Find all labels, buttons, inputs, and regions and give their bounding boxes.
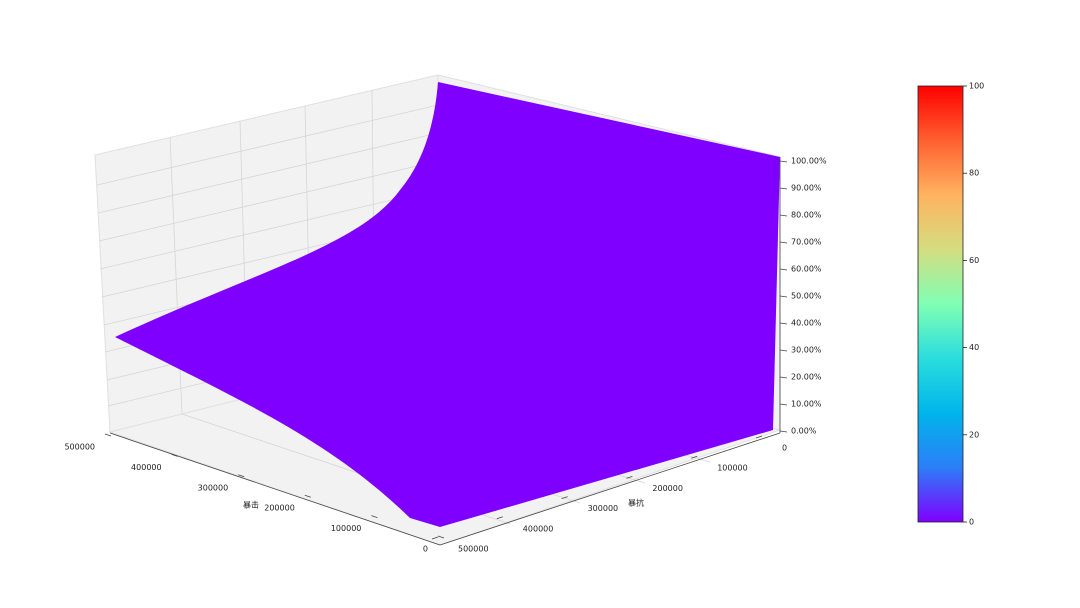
y-tick — [755, 435, 763, 439]
surface — [115, 82, 780, 527]
x-tick — [104, 433, 112, 437]
y-tick — [496, 516, 503, 520]
z-tick — [779, 322, 788, 325]
z-tick-label: 50.00% — [791, 292, 822, 301]
z-tick-label: 0.00% — [791, 427, 817, 436]
y-tick-label: 300000 — [588, 504, 619, 513]
colorbar-tick-label: 20 — [969, 430, 979, 439]
y-tick-label: 500000 — [458, 545, 489, 554]
z-tick — [779, 376, 788, 379]
x-tick-label: 500000 — [64, 443, 95, 452]
y-tick — [691, 455, 698, 459]
z-tick-label: 80.00% — [791, 211, 822, 220]
colorbar-tick-label: 100 — [969, 82, 984, 91]
colorbar-tick-label: 60 — [969, 256, 979, 265]
z-tick — [779, 295, 788, 298]
z-tick-label: 100.00% — [791, 157, 827, 166]
z-tick — [779, 187, 788, 190]
colorbar-tick-label: 80 — [969, 169, 979, 178]
z-tick — [779, 214, 788, 217]
z-tick-label: 90.00% — [791, 184, 822, 193]
z-tick — [779, 160, 788, 163]
z-tick-label: 70.00% — [791, 238, 822, 247]
z-tick — [779, 430, 788, 433]
z-tick-label: 30.00% — [791, 346, 822, 355]
z-tick-label: 20.00% — [791, 373, 822, 382]
y-tick-label: 0 — [782, 444, 787, 453]
z-tick — [779, 403, 788, 406]
z-tick-label: 60.00% — [791, 265, 822, 274]
x-tick — [304, 494, 311, 498]
x-tick-label: 0 — [423, 545, 428, 554]
z-tick — [779, 268, 788, 271]
y-axis-line — [439, 432, 781, 546]
x-tick — [238, 474, 245, 478]
y-axis-label: 暴抗 — [628, 498, 644, 508]
x-tick-label: 400000 — [131, 463, 162, 472]
z-tick — [779, 349, 788, 352]
y-tick — [431, 536, 439, 540]
y-tick — [561, 496, 568, 499]
z-tick-label: 10.00% — [791, 400, 822, 409]
z-tick — [779, 241, 788, 244]
x-tick — [371, 515, 378, 518]
x-tick — [437, 535, 445, 539]
x-tick-label: 200000 — [264, 504, 295, 513]
colorbar-tick-label: 0 — [969, 518, 974, 527]
x-axis-line — [109, 432, 441, 546]
y-tick-label: 400000 — [523, 524, 554, 533]
x-tick-label: 300000 — [198, 483, 229, 492]
x-tick-label: 100000 — [331, 524, 362, 533]
y-tick — [626, 476, 633, 479]
y-tick-label: 200000 — [652, 484, 683, 493]
colorbar — [917, 85, 964, 523]
z-tick-label: 40.00% — [791, 319, 822, 328]
x-axis-label: 暴击 — [243, 500, 259, 510]
x-tick — [171, 454, 178, 457]
y-tick-label: 100000 — [717, 464, 748, 473]
colorbar-tick-label: 40 — [969, 343, 979, 352]
